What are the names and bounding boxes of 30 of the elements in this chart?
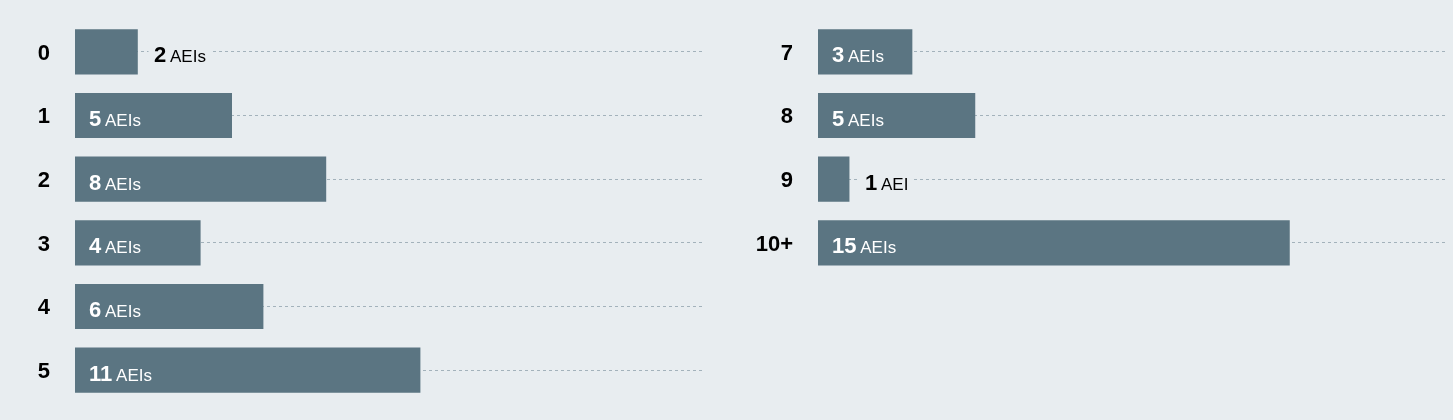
y-tick-label: 7	[780, 39, 793, 65]
data-label: 1 AEI	[865, 170, 909, 195]
data-label: 8 AEIs	[89, 170, 141, 195]
data-label: 6 AEIs	[89, 297, 141, 322]
bar	[75, 29, 138, 75]
bar	[75, 220, 201, 266]
data-label: 2 AEIs	[154, 42, 206, 67]
data-label: 15 AEIs	[832, 233, 897, 258]
data-label: 5 AEIs	[832, 106, 884, 131]
bar	[75, 92, 232, 139]
bar	[75, 156, 327, 202]
bar	[818, 156, 850, 202]
y-tick-label: 0	[37, 39, 50, 65]
y-tick-label: 10+	[755, 230, 793, 256]
bar	[818, 29, 913, 75]
y-tick-label: 1	[37, 103, 50, 129]
data-label: 3 AEIs	[832, 42, 884, 67]
data-label: 11 AEIs	[89, 361, 152, 386]
y-tick-label: 9	[780, 166, 793, 192]
bar	[75, 347, 421, 393]
y-tick-label: 2	[37, 166, 50, 192]
bar	[75, 283, 264, 330]
data-label: 5 AEIs	[89, 106, 141, 131]
bar	[818, 220, 1290, 266]
data-label: 4 AEIs	[89, 233, 141, 258]
y-tick-label: 3	[37, 230, 50, 256]
bar	[818, 92, 976, 139]
y-tick-label: 8	[780, 103, 793, 129]
y-tick-label: 5	[37, 357, 50, 383]
y-tick-label: 4	[37, 294, 51, 320]
